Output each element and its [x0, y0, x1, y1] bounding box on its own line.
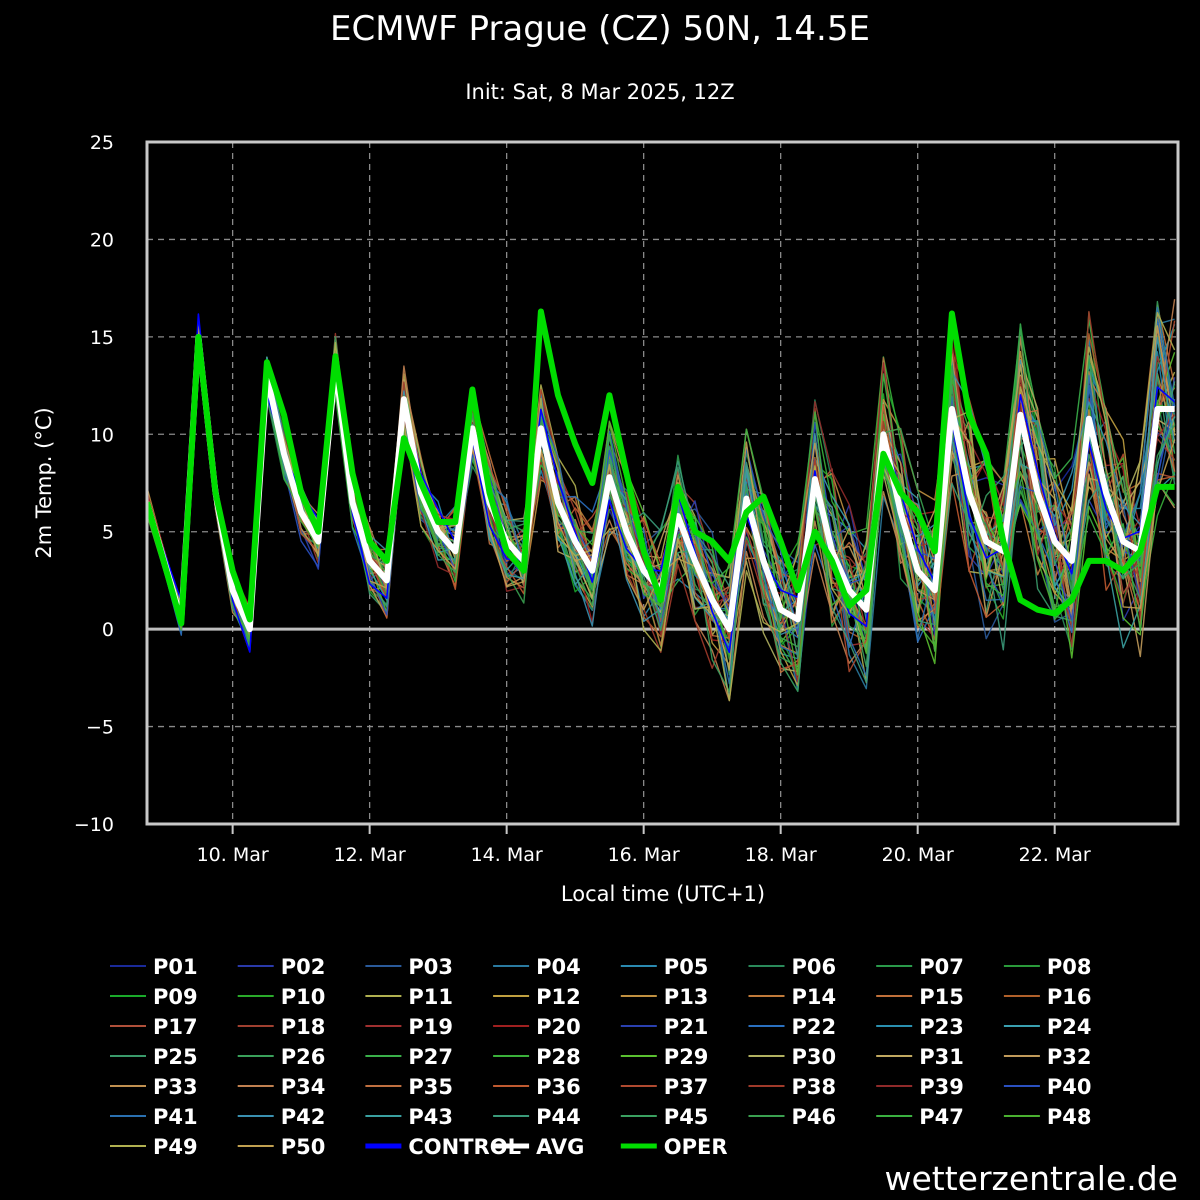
y-tick-label: 10: [90, 424, 114, 446]
watermark: wetterzentrale.de: [884, 1159, 1178, 1198]
legend-label-p25: P25: [153, 1045, 198, 1069]
x-tick-label: 22. Mar: [1019, 844, 1091, 866]
x-tick-label: 16. Mar: [608, 844, 680, 866]
chart-title: ECMWF Prague (CZ) 50N, 14.5E: [330, 9, 870, 49]
legend-label-p27: P27: [408, 1045, 453, 1069]
legend-label-p32: P32: [1047, 1045, 1092, 1069]
legend-label-p21: P21: [664, 1015, 709, 1039]
legend-label-p43: P43: [408, 1105, 453, 1129]
series-line-oper: [147, 308, 1175, 627]
y-tick-label: 0: [102, 619, 114, 641]
legend-label-p24: P24: [1047, 1015, 1092, 1039]
x-tick-label: 10. Mar: [197, 844, 269, 866]
legend-label-p04: P04: [536, 955, 581, 979]
x-tick-label: 12. Mar: [334, 844, 406, 866]
legend-label-p39: P39: [919, 1075, 964, 1099]
legend-label-p34: P34: [281, 1075, 326, 1099]
x-tick-label: 20. Mar: [882, 844, 954, 866]
legend-label-p20: P20: [536, 1015, 581, 1039]
legend-label-p36: P36: [536, 1075, 581, 1099]
legend-label-p12: P12: [536, 985, 581, 1009]
legend-label-p45: P45: [664, 1105, 709, 1129]
legend-label-oper: OPER: [664, 1135, 728, 1159]
legend-label-p30: P30: [792, 1045, 837, 1069]
chart-subtitle: Init: Sat, 8 Mar 2025, 12Z: [465, 80, 734, 104]
legend-label-p02: P02: [281, 955, 326, 979]
y-tick-label: −5: [86, 717, 114, 739]
legend-label-p44: P44: [536, 1105, 581, 1129]
series-group: [147, 299, 1176, 702]
y-tick-label: 5: [102, 522, 114, 544]
legend-label-p40: P40: [1047, 1075, 1092, 1099]
legend-label-p01: P01: [153, 955, 198, 979]
legend-label-avg: AVG: [536, 1135, 584, 1159]
legend-label-p38: P38: [792, 1075, 837, 1099]
legend-label-p29: P29: [664, 1045, 709, 1069]
legend-label-p13: P13: [664, 985, 709, 1009]
y-tick-label: 25: [90, 132, 114, 154]
legend-label-p16: P16: [1047, 985, 1092, 1009]
legend-label-p17: P17: [153, 1015, 198, 1039]
y-tick-label: 15: [90, 327, 114, 349]
legend-label-p03: P03: [408, 955, 453, 979]
legend-label-p18: P18: [281, 1015, 326, 1039]
legend-label-p50: P50: [281, 1135, 326, 1159]
legend-label-p23: P23: [919, 1015, 964, 1039]
legend-label-p07: P07: [919, 955, 964, 979]
x-tick-label: 18. Mar: [745, 844, 817, 866]
legend-label-p14: P14: [792, 985, 837, 1009]
legend-label-p26: P26: [281, 1045, 326, 1069]
plot-area: 25 20 15 10 5 0 −5 −10 10. Mar 12. Mar 14. Mar 16. …: [74, 132, 1180, 866]
legend-label-p09: P09: [153, 985, 198, 1009]
legend-label-p42: P42: [281, 1105, 326, 1129]
legend-label-p31: P31: [919, 1045, 964, 1069]
legend-label-p05: P05: [664, 955, 709, 979]
x-axis-label: Local time (UTC+1): [561, 882, 765, 906]
legend-label-p46: P46: [792, 1105, 837, 1129]
y-tick-label: 20: [90, 229, 114, 251]
legend-label-p28: P28: [536, 1045, 581, 1069]
legend-label-p08: P08: [1047, 955, 1092, 979]
y-axis-label: 2m Temp. (°C): [32, 407, 56, 558]
legend-label-p19: P19: [408, 1015, 453, 1039]
legend-label-p41: P41: [153, 1105, 198, 1129]
legend-label-p47: P47: [919, 1105, 964, 1129]
legend-label-p35: P35: [408, 1075, 453, 1099]
legend-label-p11: P11: [408, 985, 453, 1009]
y-tick-label: −10: [74, 814, 114, 836]
x-tick-label: 14. Mar: [471, 844, 543, 866]
legend-label-p15: P15: [919, 985, 964, 1009]
legend-label-p37: P37: [664, 1075, 709, 1099]
legend-label-p49: P49: [153, 1135, 198, 1159]
legend-label-p33: P33: [153, 1075, 198, 1099]
legend-label-p22: P22: [792, 1015, 837, 1039]
legend-label-p10: P10: [281, 985, 326, 1009]
legend-label-p48: P48: [1047, 1105, 1092, 1129]
plot-frame: [145, 140, 1180, 826]
legend-label-p06: P06: [792, 955, 837, 979]
legend: P01 P02 P03 P04 P05 P06 P07 P08 P09 P10 P11 P12 P13 P…: [110, 955, 1092, 1159]
